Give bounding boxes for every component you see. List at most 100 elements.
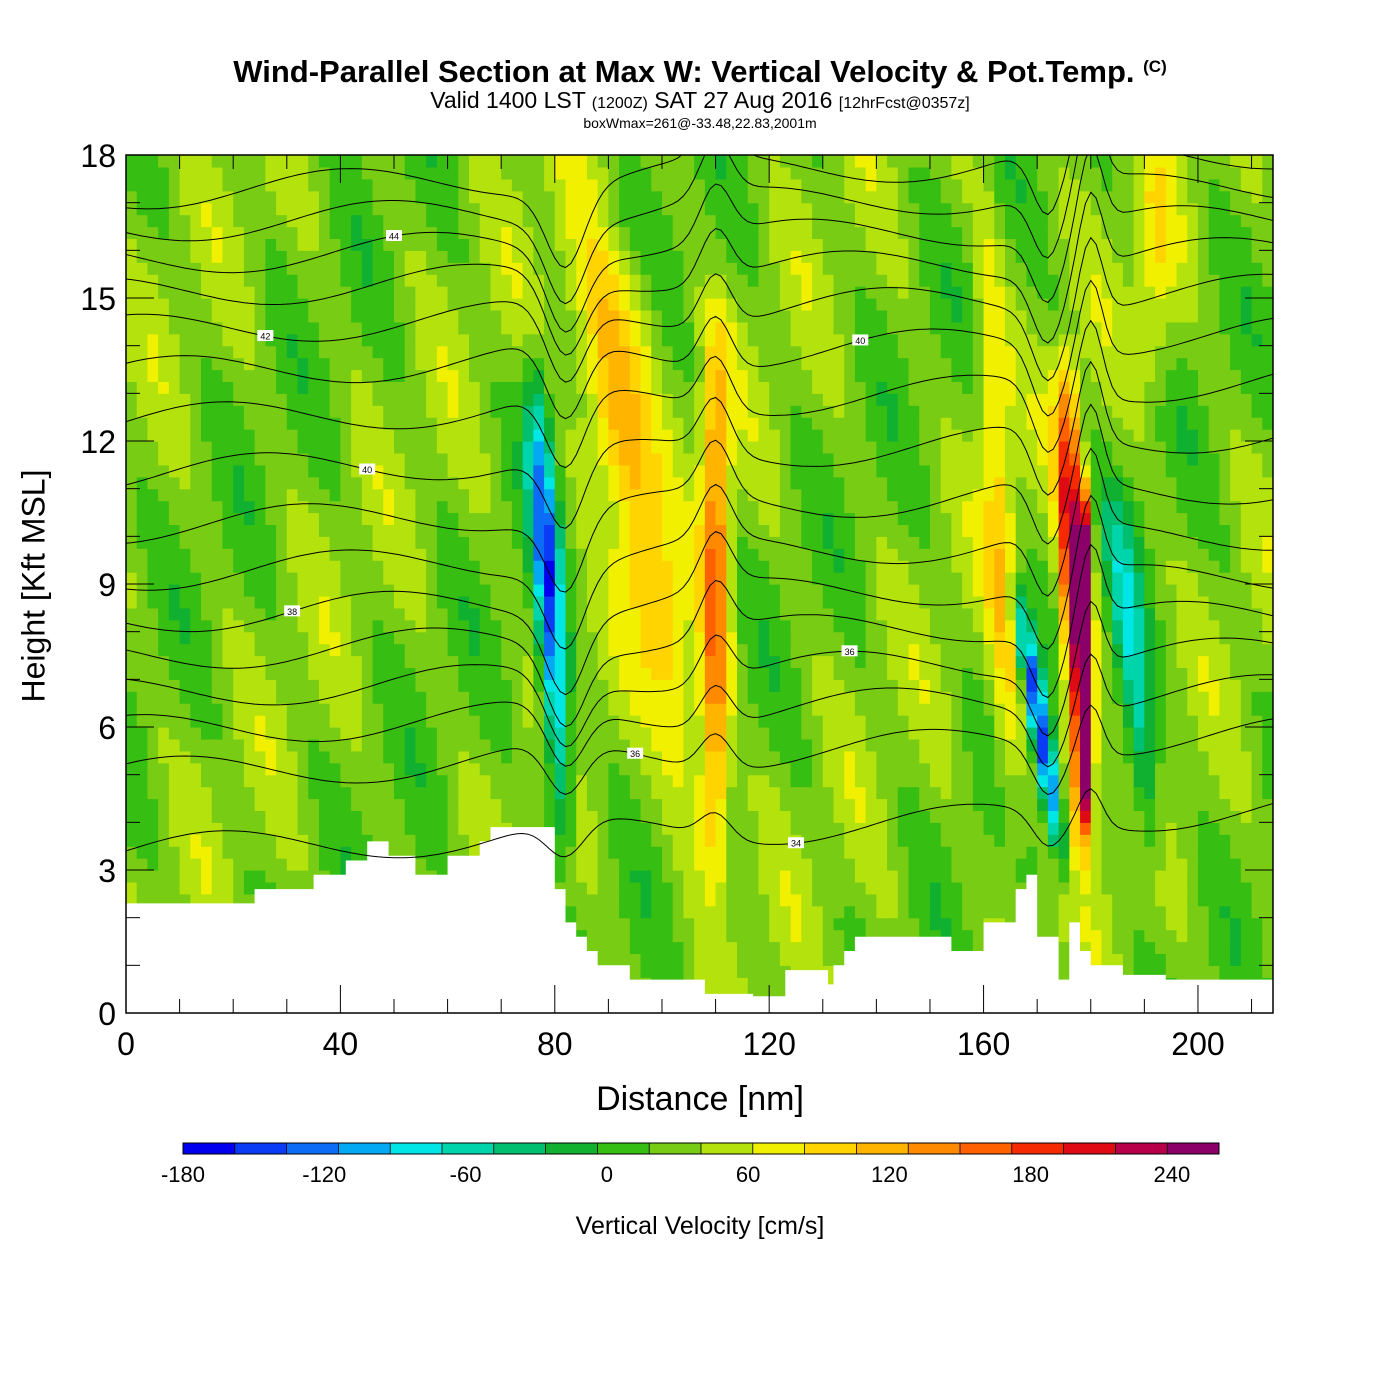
velocity-cell xyxy=(1005,464,1017,478)
velocity-cell xyxy=(608,774,620,788)
velocity-cell xyxy=(694,643,706,657)
velocity-cell xyxy=(1047,595,1060,609)
velocity-cell xyxy=(704,560,717,573)
velocity-cell xyxy=(672,548,685,561)
velocity-cell xyxy=(222,667,234,680)
velocity-cell xyxy=(383,584,395,597)
velocity-cell xyxy=(1240,679,1253,692)
velocity-cell xyxy=(1058,846,1070,859)
velocity-cell xyxy=(1155,810,1167,823)
velocity-cell xyxy=(651,560,663,573)
velocity-cell xyxy=(286,655,299,669)
velocity-cell xyxy=(1058,870,1070,883)
velocity-cell xyxy=(1176,917,1188,931)
velocity-cell xyxy=(661,774,674,788)
velocity-cell xyxy=(876,798,888,812)
velocity-cell xyxy=(222,727,234,740)
velocity-cell xyxy=(619,488,631,502)
velocity-cell xyxy=(619,846,631,859)
velocity-cell xyxy=(1122,738,1135,752)
velocity-cell xyxy=(393,500,406,514)
velocity-cell xyxy=(383,500,395,514)
velocity-cell xyxy=(447,786,459,800)
velocity-cell xyxy=(1090,846,1103,859)
velocity-cell xyxy=(651,762,663,776)
velocity-cell xyxy=(940,488,953,502)
velocity-cell xyxy=(329,762,341,776)
velocity-cell xyxy=(297,488,309,502)
velocity-cell xyxy=(576,774,588,788)
velocity-cell xyxy=(683,858,695,871)
velocity-cell xyxy=(747,548,760,561)
velocity-cell xyxy=(340,595,352,609)
velocity-cell xyxy=(1069,584,1081,597)
velocity-cell xyxy=(1187,822,1199,835)
velocity-cell xyxy=(640,810,652,823)
velocity-cell xyxy=(1165,643,1178,657)
velocity-cell xyxy=(1101,655,1113,669)
velocity-cell xyxy=(651,512,663,526)
velocity-cell xyxy=(962,548,974,561)
velocity-cell xyxy=(136,536,149,549)
velocity-cell xyxy=(1187,512,1199,526)
velocity-cell xyxy=(619,524,631,537)
velocity-cell xyxy=(1058,715,1070,728)
velocity-cell xyxy=(865,524,877,537)
velocity-cell xyxy=(1219,488,1231,502)
velocity-cell xyxy=(1230,822,1242,835)
velocity-cell xyxy=(351,500,363,514)
velocity-cell xyxy=(672,631,685,645)
velocity-cell xyxy=(479,452,492,466)
velocity-cell xyxy=(972,881,985,895)
velocity-cell xyxy=(940,870,953,883)
velocity-cell xyxy=(179,786,191,800)
velocity-cell xyxy=(158,452,170,466)
velocity-cell xyxy=(887,810,899,823)
velocity-cell xyxy=(351,464,363,478)
velocity-cell xyxy=(393,572,406,585)
velocity-cell xyxy=(619,798,631,812)
velocity-cell xyxy=(672,881,685,895)
velocity-cell xyxy=(1262,548,1273,561)
velocity-cell xyxy=(1080,810,1092,823)
velocity-cell xyxy=(972,595,985,609)
velocity-cell xyxy=(608,858,620,871)
velocity-cell xyxy=(222,870,234,883)
velocity-cell xyxy=(265,679,277,692)
velocity-cell xyxy=(286,488,299,502)
velocity-cell xyxy=(908,512,920,526)
velocity-cell xyxy=(415,524,427,537)
velocity-cell xyxy=(694,524,706,537)
velocity-cell xyxy=(1187,715,1199,728)
velocity-cell xyxy=(211,703,224,716)
velocity-cell xyxy=(640,548,652,561)
velocity-cell xyxy=(833,893,845,907)
velocity-cell xyxy=(458,679,470,692)
velocity-cell xyxy=(426,560,438,573)
velocity-cell xyxy=(951,727,963,740)
velocity-cell xyxy=(758,536,770,549)
velocity-cell xyxy=(404,691,417,704)
velocity-cell xyxy=(136,631,149,645)
velocity-cell xyxy=(651,452,663,466)
velocity-cell xyxy=(1015,774,1028,788)
velocity-cell xyxy=(983,822,995,835)
velocity-cell xyxy=(1144,762,1156,776)
velocity-cell xyxy=(887,703,899,716)
velocity-cell xyxy=(769,607,781,621)
velocity-cell xyxy=(533,512,545,526)
velocity-cell xyxy=(994,703,1006,716)
velocity-cell xyxy=(769,738,781,752)
velocity-cell xyxy=(919,703,931,716)
velocity-cell xyxy=(940,858,953,871)
velocity-cell xyxy=(1090,512,1103,526)
velocity-cell xyxy=(415,786,427,800)
velocity-cell xyxy=(490,584,502,597)
velocity-cell xyxy=(619,572,631,585)
velocity-cell xyxy=(436,858,449,871)
velocity-cell xyxy=(533,619,545,633)
velocity-cell xyxy=(929,500,942,514)
velocity-cell xyxy=(597,691,609,704)
velocity-cell xyxy=(726,929,738,943)
velocity-cell xyxy=(1101,786,1113,800)
